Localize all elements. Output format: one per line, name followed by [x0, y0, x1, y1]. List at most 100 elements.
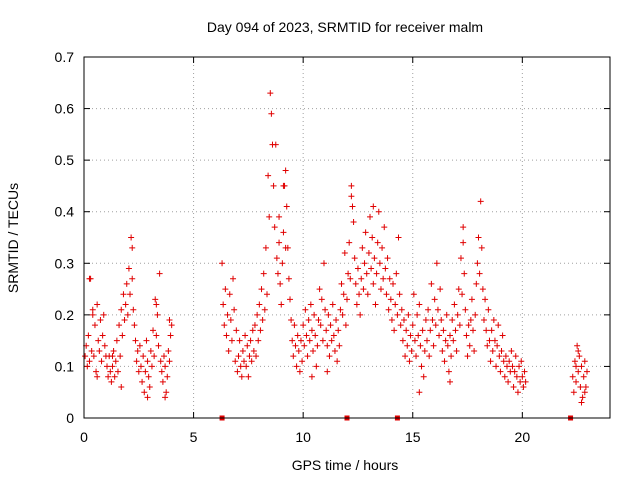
data-point — [455, 286, 462, 293]
data-point — [140, 353, 147, 360]
data-point — [235, 353, 242, 360]
data-point — [436, 332, 443, 339]
data-point — [387, 296, 394, 303]
data-point — [225, 347, 232, 354]
data-point — [345, 270, 352, 277]
data-point — [104, 363, 111, 370]
data-point — [445, 368, 452, 375]
data-point — [369, 234, 376, 241]
data-point — [335, 327, 342, 334]
data-point — [328, 337, 335, 344]
data-point — [153, 301, 160, 308]
data-point — [329, 301, 336, 308]
data-point — [370, 280, 377, 287]
data-point — [485, 306, 492, 313]
data-point — [86, 358, 93, 365]
data-point — [375, 208, 382, 215]
data-point — [276, 239, 283, 246]
data-point — [444, 342, 451, 349]
data-point — [417, 342, 424, 349]
data-point — [478, 244, 485, 251]
data-point — [423, 337, 430, 344]
data-point — [302, 306, 309, 313]
data-point — [227, 317, 234, 324]
data-point — [476, 270, 483, 277]
data-point — [248, 358, 255, 365]
data-point — [456, 322, 463, 329]
data-point — [365, 249, 372, 256]
data-point — [471, 347, 478, 354]
data-point — [311, 311, 318, 318]
data-point — [99, 332, 106, 339]
data-point — [142, 368, 149, 375]
data-point — [155, 342, 162, 349]
data-point — [569, 373, 576, 380]
data-point — [429, 317, 436, 324]
chart-title: Day 094 of 2023, SRMTID for receiver mal… — [207, 19, 483, 35]
data-point — [315, 317, 322, 324]
data-point — [129, 275, 136, 282]
data-point — [466, 342, 473, 349]
data-point — [144, 358, 151, 365]
data-point — [581, 389, 588, 396]
data-point — [247, 337, 254, 344]
data-point — [434, 306, 441, 313]
data-point — [314, 342, 321, 349]
data-point — [363, 270, 370, 277]
data-point — [582, 384, 589, 391]
data-point — [324, 368, 331, 375]
data-point — [348, 182, 355, 189]
data-point — [488, 327, 495, 334]
data-point — [265, 172, 272, 179]
data-point — [571, 358, 578, 365]
data-point — [351, 255, 358, 262]
data-point — [439, 347, 446, 354]
data-point — [418, 363, 425, 370]
data-point — [432, 322, 439, 329]
data-point — [379, 244, 386, 251]
data-point — [266, 213, 273, 220]
data-point — [400, 317, 407, 324]
tick-label-y: 0 — [66, 410, 74, 426]
data-point — [573, 378, 580, 385]
data-point — [451, 301, 458, 308]
data-point — [231, 306, 238, 313]
data-point — [244, 342, 251, 349]
data-point — [347, 275, 354, 282]
data-point — [497, 368, 504, 375]
data-point — [270, 182, 277, 189]
data-point — [409, 322, 416, 329]
data-point — [306, 337, 313, 344]
data-point — [392, 301, 399, 308]
data-point — [419, 327, 426, 334]
data-point — [448, 353, 455, 360]
data-point — [371, 255, 378, 262]
data-point — [307, 301, 314, 308]
tick-label-y: 0.1 — [55, 358, 75, 374]
data-point — [440, 327, 447, 334]
data-point — [134, 347, 141, 354]
data-point — [414, 311, 421, 318]
data-point — [125, 265, 132, 272]
data-point — [373, 270, 380, 277]
data-point — [237, 363, 244, 370]
data-point — [156, 270, 163, 277]
data-point — [137, 363, 144, 370]
data-point — [308, 327, 315, 334]
data-point — [521, 368, 528, 375]
data-point — [313, 363, 320, 370]
data-point — [437, 286, 444, 293]
data-point — [278, 301, 285, 308]
data-point — [294, 332, 301, 339]
data-point — [264, 291, 271, 298]
data-point — [503, 363, 510, 370]
data-point — [463, 332, 470, 339]
data-point — [362, 229, 369, 236]
data-point — [364, 291, 371, 298]
data-point — [407, 332, 414, 339]
data-point — [394, 311, 401, 318]
data-point — [376, 260, 383, 267]
tick-label-y: 0.3 — [55, 255, 75, 271]
data-point — [222, 286, 229, 293]
data-point — [578, 399, 585, 406]
